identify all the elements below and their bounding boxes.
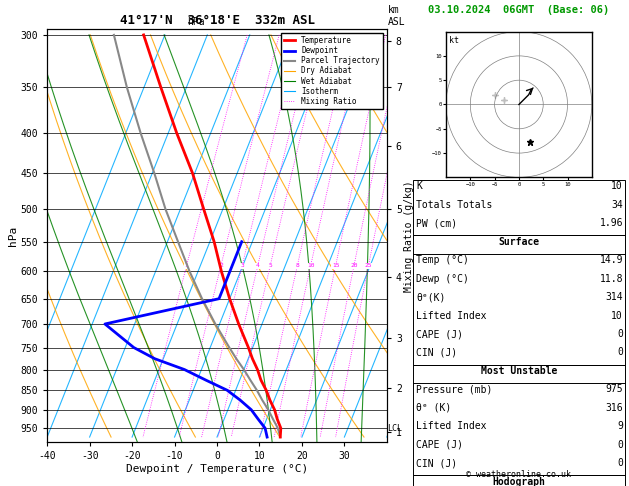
Text: Pressure (mb): Pressure (mb) (416, 384, 493, 395)
Text: PW (cm): PW (cm) (416, 218, 457, 228)
Text: 20: 20 (350, 263, 358, 268)
Text: 0: 0 (617, 347, 623, 358)
Text: 41°17'N  36°18'E  332m ASL: 41°17'N 36°18'E 332m ASL (120, 14, 314, 27)
Text: Temp (°C): Temp (°C) (416, 255, 469, 265)
Text: 8: 8 (296, 263, 299, 268)
Text: 0: 0 (617, 329, 623, 339)
Text: CIN (J): CIN (J) (416, 458, 457, 469)
Text: 316: 316 (605, 403, 623, 413)
Text: 14.9: 14.9 (599, 255, 623, 265)
Text: 11.8: 11.8 (599, 274, 623, 284)
Text: Surface: Surface (498, 237, 540, 247)
Text: 15: 15 (332, 263, 340, 268)
Text: 314: 314 (605, 292, 623, 302)
Text: 4: 4 (256, 263, 260, 268)
Text: 3: 3 (240, 263, 244, 268)
Text: 0: 0 (617, 458, 623, 469)
Text: kt: kt (449, 36, 459, 45)
Text: 2: 2 (219, 263, 223, 268)
Text: 03.10.2024  06GMT  (Base: 06): 03.10.2024 06GMT (Base: 06) (428, 5, 610, 15)
Text: K: K (416, 181, 422, 191)
Text: 10: 10 (611, 181, 623, 191)
Text: CAPE (J): CAPE (J) (416, 329, 463, 339)
Legend: Temperature, Dewpoint, Parcel Trajectory, Dry Adiabat, Wet Adiabat, Isotherm, Mi: Temperature, Dewpoint, Parcel Trajectory… (281, 33, 383, 109)
Text: 34: 34 (611, 200, 623, 210)
Text: θᵉ (K): θᵉ (K) (416, 403, 452, 413)
Text: 10: 10 (307, 263, 314, 268)
Text: Dewp (°C): Dewp (°C) (416, 274, 469, 284)
Text: 9: 9 (617, 421, 623, 432)
Text: 5: 5 (269, 263, 272, 268)
Text: Totals Totals: Totals Totals (416, 200, 493, 210)
Text: LCL: LCL (387, 424, 402, 433)
Text: Hodograph: Hodograph (493, 477, 545, 486)
Text: 1.96: 1.96 (599, 218, 623, 228)
Text: Lifted Index: Lifted Index (416, 311, 487, 321)
Text: 10: 10 (611, 311, 623, 321)
Text: Mixing Ratio (g/kg): Mixing Ratio (g/kg) (404, 180, 414, 292)
Text: 975: 975 (605, 384, 623, 395)
Text: θᵉ(K): θᵉ(K) (416, 292, 445, 302)
Text: 25: 25 (365, 263, 372, 268)
Text: 1: 1 (185, 263, 189, 268)
Text: Most Unstable: Most Unstable (481, 366, 557, 376)
Text: km
ASL: km ASL (388, 5, 406, 27)
X-axis label: Dewpoint / Temperature (°C): Dewpoint / Temperature (°C) (126, 464, 308, 474)
Y-axis label: hPa: hPa (8, 226, 18, 246)
Text: CIN (J): CIN (J) (416, 347, 457, 358)
Text: hPa: hPa (187, 17, 204, 27)
Text: CAPE (J): CAPE (J) (416, 440, 463, 450)
Text: © weatheronline.co.uk: © weatheronline.co.uk (467, 469, 571, 479)
Text: 0: 0 (617, 440, 623, 450)
Text: Lifted Index: Lifted Index (416, 421, 487, 432)
